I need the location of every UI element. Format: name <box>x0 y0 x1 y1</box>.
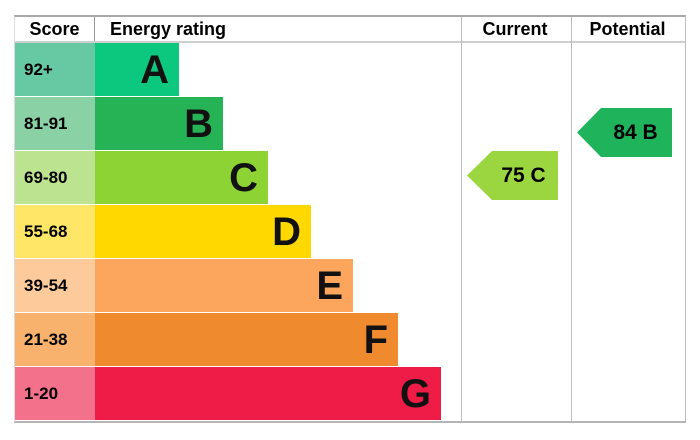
header-current: Current <box>482 19 548 39</box>
band-row-g: 1-20 G <box>15 367 461 421</box>
band-row-d: 55-68 D <box>15 205 461 259</box>
band-row-e: 39-54 E <box>15 259 461 313</box>
band-letter-b: B <box>184 101 213 146</box>
band-bar-e: E <box>95 259 353 312</box>
band-bar-g: G <box>95 367 441 420</box>
table-header: Score Energy rating Current Potential <box>15 17 685 43</box>
band-score-f: 21-38 <box>15 313 95 366</box>
epc-table: Score Energy rating Current Potential 92… <box>14 15 686 423</box>
band-score-d: 55-68 <box>15 205 95 258</box>
band-row-c: 69-80 C <box>15 151 461 205</box>
band-score-e: 39-54 <box>15 259 95 312</box>
band-row-a: 92+ A <box>15 43 461 97</box>
header-score: Score <box>15 17 95 41</box>
band-score-a: 92+ <box>15 43 95 96</box>
band-rows: 92+ A 81-91 B 69-80 C 55-68 D <box>15 43 461 421</box>
band-letter-d: D <box>272 209 301 254</box>
band-score-g: 1-20 <box>15 367 95 420</box>
band-bar-d: D <box>95 205 311 258</box>
potential-column-divider <box>571 17 572 421</box>
band-letter-e: E <box>316 263 343 308</box>
band-score-b: 81-91 <box>15 97 95 150</box>
band-letter-a: A <box>140 47 169 92</box>
band-letter-g: G <box>399 371 431 416</box>
header-energy-rating: Energy rating <box>110 19 227 39</box>
band-letter-c: C <box>229 155 258 200</box>
band-letter-f: F <box>363 317 388 362</box>
band-score-c: 69-80 <box>15 151 95 204</box>
band-bar-c: C <box>95 151 268 204</box>
header-potential: Potential <box>589 19 666 39</box>
band-row-f: 21-38 F <box>15 313 461 367</box>
band-bar-b: B <box>95 97 223 150</box>
current-column-divider <box>461 17 462 421</box>
band-bar-a: A <box>95 43 179 96</box>
band-bar-f: F <box>95 313 398 366</box>
band-row-b: 81-91 B <box>15 97 461 151</box>
